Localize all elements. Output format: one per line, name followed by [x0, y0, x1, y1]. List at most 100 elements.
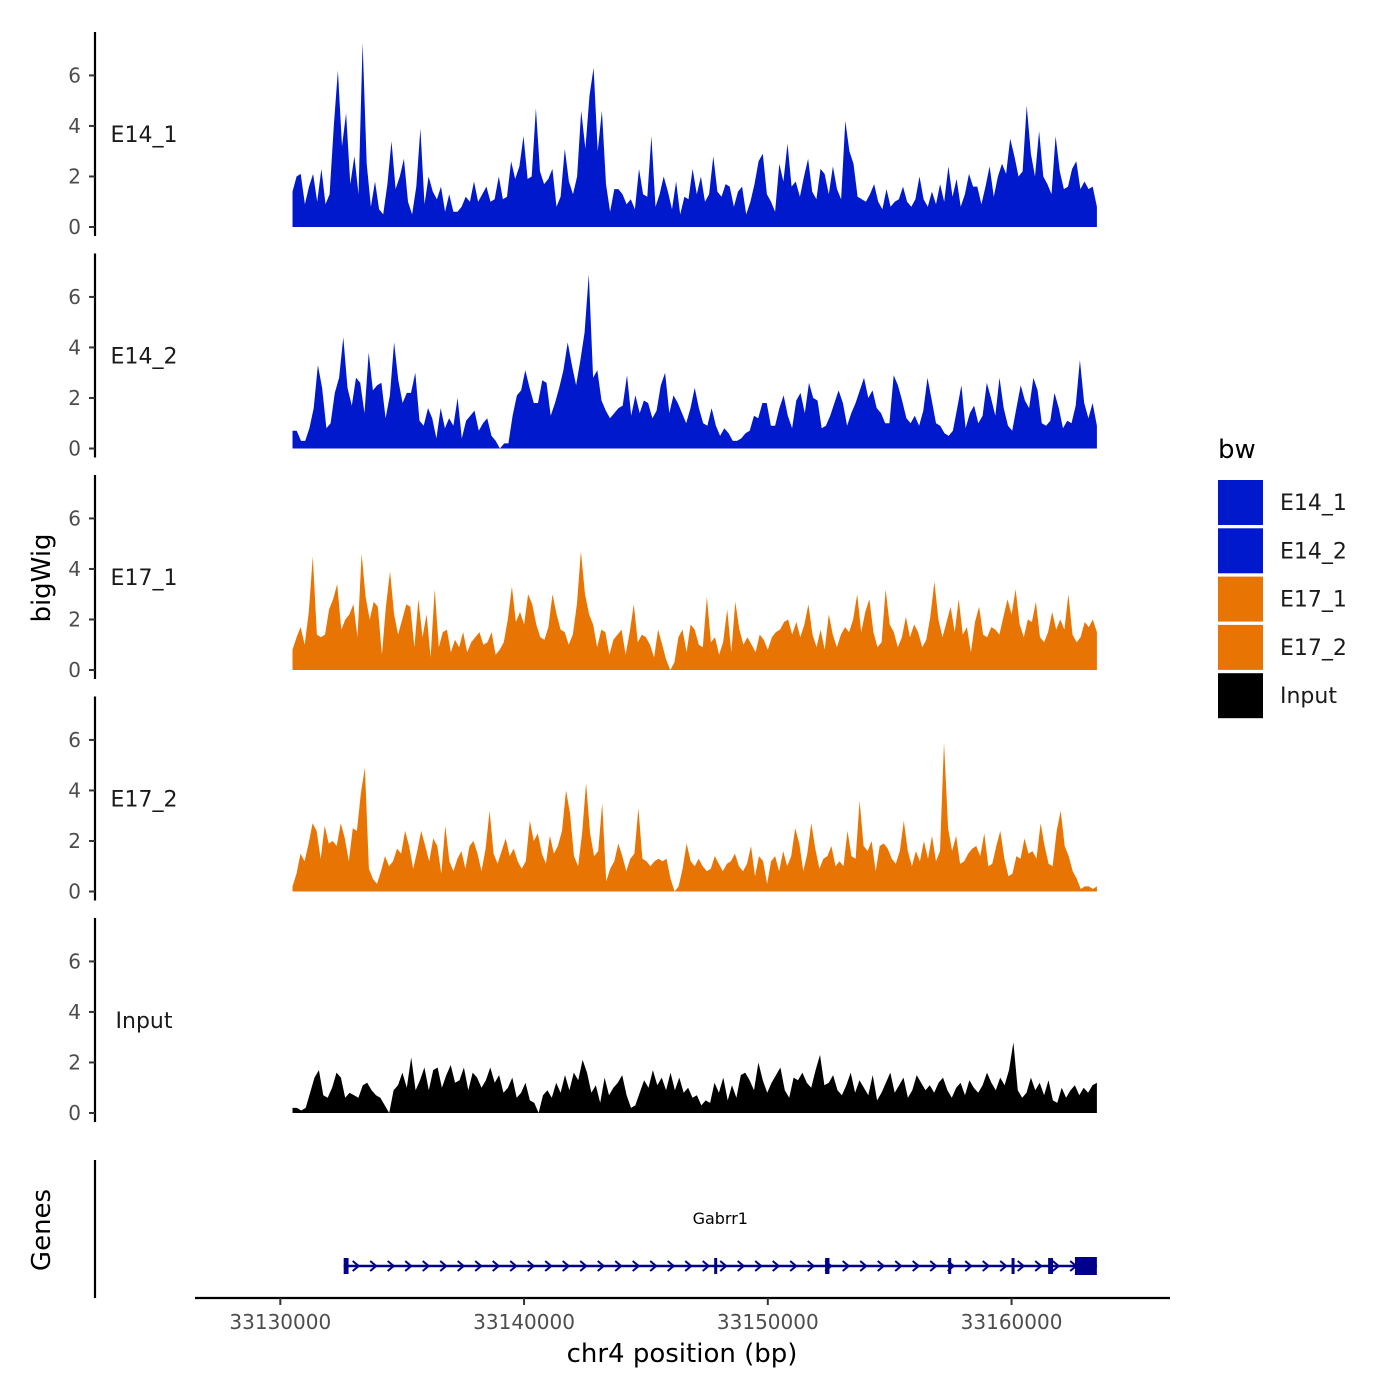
strand-arrow [614, 1260, 623, 1272]
strand-arrow [492, 1260, 501, 1272]
strand-arrow [859, 1260, 868, 1272]
coverage-area-Input [292, 1042, 1097, 1113]
bigwig-tracks: 0 2 4 6 E14_1 0 2 4 6 E14_2 0 2 4 6 E17_1 0 2 4 6 E17_2 0 2 4 6… [68, 32, 1097, 1125]
strand-arrow [1017, 1260, 1026, 1272]
strand-arrow [369, 1260, 378, 1272]
y-tick-label: 6 [68, 949, 81, 973]
strand-arrow [527, 1260, 536, 1272]
coverage-area-E14_1 [292, 42, 1097, 227]
strand-arrow [579, 1260, 588, 1272]
coverage-area-E14_2 [292, 274, 1097, 449]
coverage-area-E17_1 [292, 551, 1097, 670]
legend: bw E14_1 E14_2 E17_1 E17_2 Input [1218, 435, 1347, 719]
y-tick-label: 0 [68, 880, 81, 904]
gene-Gabrr1: Gabrr1 [343, 1209, 1097, 1275]
y-axis-title: bigWig [27, 533, 57, 622]
gene-exon [714, 1258, 718, 1274]
strand-arrow [597, 1260, 606, 1272]
x-tick-label: 33150000 [717, 1310, 819, 1334]
strand-arrow [667, 1260, 676, 1272]
strand-arrow [842, 1260, 851, 1272]
gene-exon [1048, 1258, 1053, 1274]
y-tick-label: 4 [68, 114, 81, 138]
x-tick-label: 33140000 [473, 1310, 575, 1334]
genes-axis-title: Genes [27, 1189, 57, 1271]
strand-arrow [422, 1260, 431, 1272]
track-label: E17_1 [111, 566, 178, 591]
x-axis: 33130000 33140000 33150000 33160000 [195, 1296, 1170, 1334]
y-tick-label: 4 [68, 335, 81, 359]
x-axis-title: chr4 position (bp) [567, 1339, 798, 1369]
strand-arrow [404, 1260, 413, 1272]
legend-label: E14_2 [1280, 539, 1347, 564]
x-tick-label: 33130000 [229, 1310, 331, 1334]
track-E14_2: 0 2 4 6 E14_2 [68, 253, 1097, 461]
strand-arrow [684, 1260, 693, 1272]
strand-arrow [719, 1260, 728, 1272]
legend-label: E17_2 [1280, 636, 1347, 661]
y-tick-label: 0 [68, 215, 81, 239]
legend-label: E17_1 [1280, 588, 1347, 613]
track-E14_1: 0 2 4 6 E14_1 [68, 32, 1097, 239]
track-E17_2: 0 2 4 6 E17_2 [68, 696, 1097, 904]
y-tick-label: 6 [68, 728, 81, 752]
strand-arrow [702, 1260, 711, 1272]
strand-arrow [964, 1260, 973, 1272]
y-tick-label: 0 [68, 658, 81, 682]
strand-arrow [439, 1260, 448, 1272]
strand-arrow [474, 1260, 483, 1272]
y-tick-label: 0 [68, 1101, 81, 1125]
y-tick-label: 2 [68, 607, 81, 631]
gene-exon [1011, 1258, 1015, 1274]
gene-exon [343, 1258, 349, 1274]
gene-name-label: Gabrr1 [693, 1209, 748, 1228]
strand-arrow [352, 1260, 361, 1272]
y-tick-label: 2 [68, 1050, 81, 1074]
track-label: Input [116, 1009, 173, 1034]
y-tick-label: 0 [68, 437, 81, 461]
y-tick-label: 6 [68, 63, 81, 87]
strand-arrow [999, 1260, 1008, 1272]
y-tick-label: 2 [68, 829, 81, 853]
strand-arrow [1034, 1260, 1043, 1272]
legend-label: E14_1 [1280, 491, 1347, 516]
legend-swatch [1218, 624, 1263, 670]
strand-arrow [649, 1260, 658, 1272]
y-tick-label: 6 [68, 506, 81, 530]
legend-swatch [1218, 673, 1263, 719]
y-tick-label: 2 [68, 164, 81, 188]
legend-label: Input [1280, 684, 1337, 709]
strand-arrow [929, 1260, 938, 1272]
strand-arrow [789, 1260, 798, 1272]
track-Input: 0 2 4 6 Input [68, 918, 1097, 1125]
track-E17_1: 0 2 4 6 E17_1 [68, 475, 1097, 682]
strand-arrow [754, 1260, 763, 1272]
strand-arrow [912, 1260, 921, 1272]
strand-arrow [632, 1260, 641, 1272]
y-tick-label: 4 [68, 557, 81, 581]
strand-arrow [737, 1260, 746, 1272]
strand-arrow [982, 1260, 991, 1272]
gene-exon [948, 1258, 952, 1274]
gene-track: Gabrr1 [93, 1160, 1097, 1298]
legend-swatch [1218, 576, 1263, 622]
track-label: E14_1 [111, 123, 178, 148]
track-label: E17_2 [111, 788, 178, 813]
legend-swatch [1218, 528, 1263, 574]
y-tick-label: 4 [68, 778, 81, 802]
strand-arrow [562, 1260, 571, 1272]
legend-title: bw [1218, 435, 1256, 465]
strand-arrow [894, 1260, 903, 1272]
coverage-area-E17_2 [292, 742, 1097, 892]
strand-arrow [772, 1260, 781, 1272]
strand-arrow [544, 1260, 553, 1272]
y-tick-label: 2 [68, 386, 81, 410]
y-tick-label: 4 [68, 1000, 81, 1024]
x-tick-label: 33160000 [961, 1310, 1063, 1334]
strand-arrow [877, 1260, 886, 1272]
track-label: E14_2 [111, 345, 178, 370]
strand-arrow [1052, 1260, 1061, 1272]
strand-arrow [457, 1260, 466, 1272]
strand-arrow [807, 1260, 816, 1272]
